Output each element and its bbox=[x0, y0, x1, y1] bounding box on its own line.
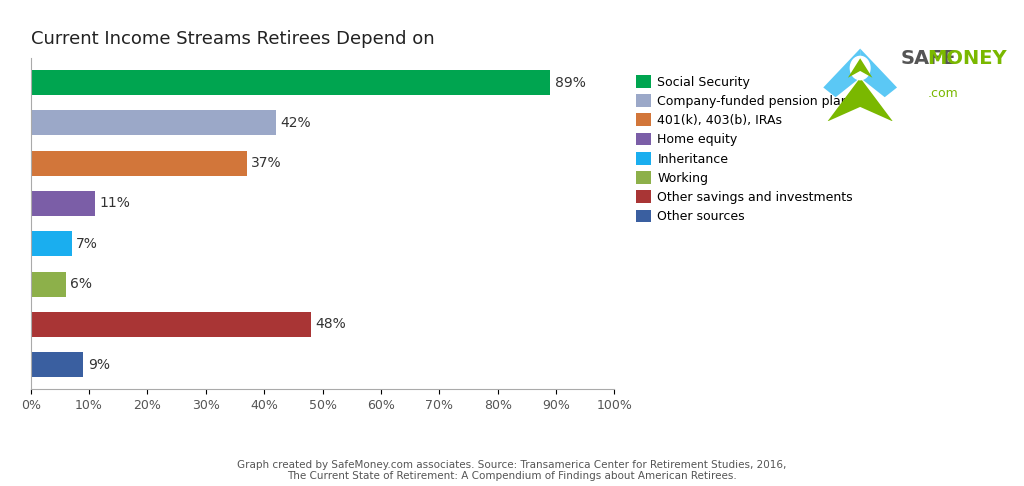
Text: Graph created by SafeMoney.com associates. Source: Transamerica Center for Retir: Graph created by SafeMoney.com associate… bbox=[238, 460, 786, 481]
Polygon shape bbox=[848, 58, 872, 78]
Text: 6%: 6% bbox=[71, 277, 92, 291]
Bar bbox=[31, 70, 550, 95]
Bar bbox=[31, 151, 247, 175]
Polygon shape bbox=[823, 49, 860, 97]
Text: MONEY: MONEY bbox=[928, 49, 1008, 68]
Text: .com: .com bbox=[928, 87, 958, 101]
Text: 42%: 42% bbox=[281, 116, 311, 130]
Bar bbox=[31, 352, 83, 377]
Text: 37%: 37% bbox=[251, 156, 282, 170]
Text: Current Income Streams Retirees Depend on: Current Income Streams Retirees Depend o… bbox=[31, 31, 434, 49]
Text: 11%: 11% bbox=[99, 196, 130, 210]
Bar bbox=[31, 312, 311, 337]
Legend: Social Security, Company-funded pension plan, 401(k), 403(b), IRAs, Home equity,: Social Security, Company-funded pension … bbox=[633, 71, 857, 227]
Bar bbox=[31, 110, 275, 135]
Text: 89%: 89% bbox=[555, 75, 586, 89]
Circle shape bbox=[850, 56, 870, 80]
Text: 9%: 9% bbox=[88, 358, 110, 372]
Text: 48%: 48% bbox=[315, 317, 346, 331]
Text: SAFE: SAFE bbox=[901, 49, 956, 68]
Bar bbox=[31, 272, 66, 296]
Polygon shape bbox=[827, 78, 893, 122]
Bar bbox=[31, 191, 95, 216]
Bar bbox=[31, 231, 72, 256]
Text: 7%: 7% bbox=[76, 237, 98, 251]
Polygon shape bbox=[860, 49, 897, 97]
